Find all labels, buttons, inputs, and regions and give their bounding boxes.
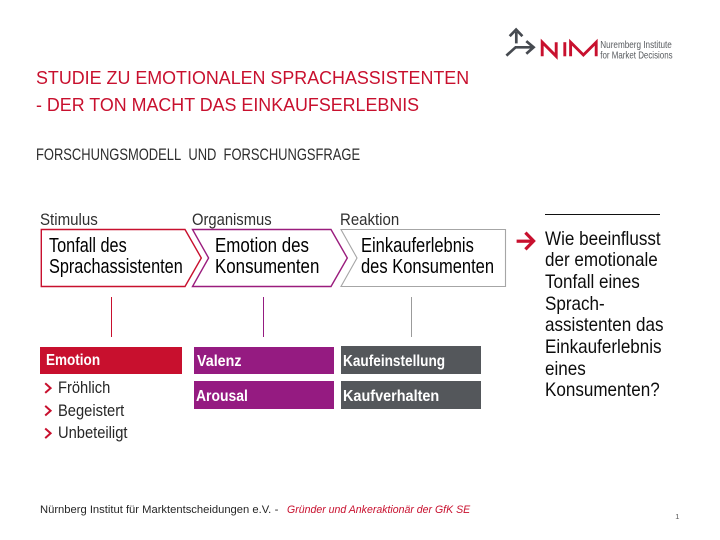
svg-text:for Market Decisions: for Market Decisions (600, 51, 672, 62)
svg-text:Nuremberg Institute: Nuremberg Institute (600, 40, 672, 51)
